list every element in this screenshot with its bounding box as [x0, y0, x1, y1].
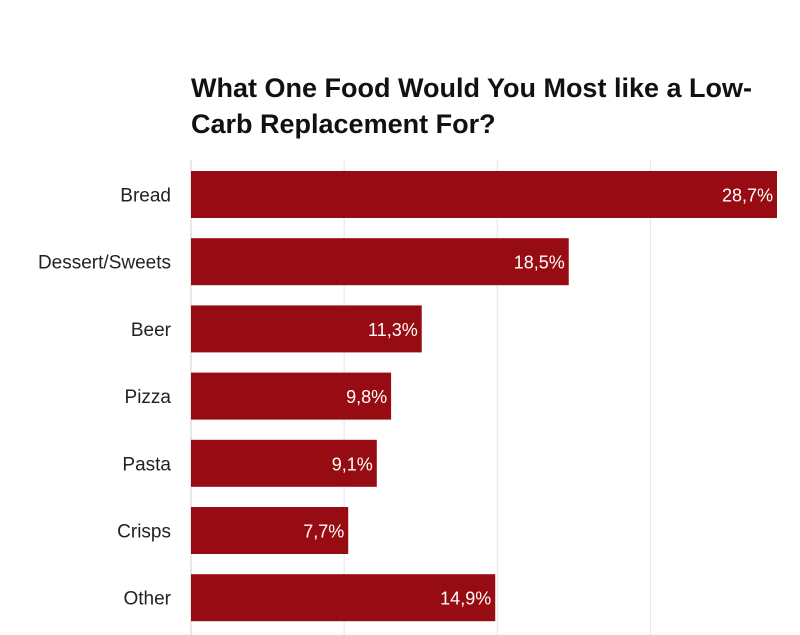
category-label: Bread — [120, 186, 171, 207]
bar — [191, 574, 496, 622]
bar — [191, 372, 392, 420]
data-label: 9,8% — [346, 387, 387, 407]
data-label: 9,1% — [332, 454, 373, 474]
data-label: 28,7% — [722, 186, 773, 206]
data-label: 11,3% — [368, 320, 418, 340]
bar — [191, 238, 569, 286]
category-label: Crisps — [117, 522, 171, 543]
category-label: Dessert/Sweets — [38, 253, 171, 274]
data-label: 14,9% — [440, 589, 491, 609]
category-label: Beer — [131, 320, 172, 341]
bar — [191, 305, 422, 353]
data-label: 7,7% — [303, 522, 344, 542]
category-label: Other — [123, 589, 171, 610]
category-label: Pizza — [125, 387, 172, 408]
chart-title: What One Food Would You Most like a Low-… — [191, 73, 752, 139]
bar — [191, 439, 377, 487]
bar — [191, 171, 777, 218]
bar — [191, 507, 349, 554]
data-label: 18,5% — [514, 253, 565, 273]
category-label: Pasta — [122, 454, 171, 475]
